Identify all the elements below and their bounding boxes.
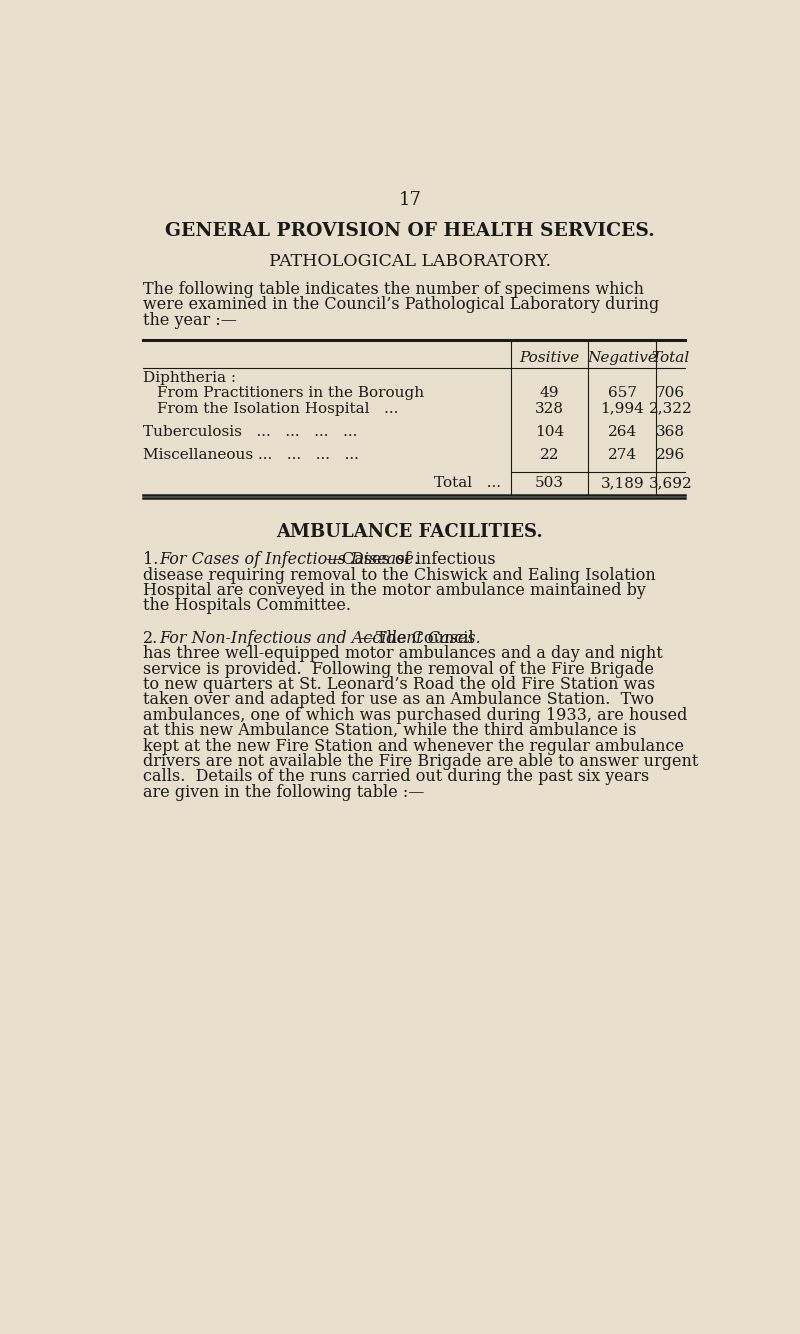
Text: kept at the new Fire Station and whenever the regular ambulance: kept at the new Fire Station and wheneve… xyxy=(142,738,684,755)
Text: 1.: 1. xyxy=(142,551,158,568)
Text: 2,322: 2,322 xyxy=(649,402,693,416)
Text: 22: 22 xyxy=(540,448,559,462)
Text: 274: 274 xyxy=(608,448,637,462)
Text: to new quarters at St. Leonard’s Road the old Fire Station was: to new quarters at St. Leonard’s Road th… xyxy=(142,676,654,692)
Text: The following table indicates the number of specimens which: The following table indicates the number… xyxy=(142,281,644,297)
Text: 1,994: 1,994 xyxy=(601,402,644,416)
Text: Miscellaneous ...   ...   ...   ...: Miscellaneous ... ... ... ... xyxy=(142,448,358,462)
Text: 657: 657 xyxy=(608,386,637,400)
Text: Tuberculosis   ...   ...   ...   ...: Tuberculosis ... ... ... ... xyxy=(142,426,357,439)
Text: 104: 104 xyxy=(535,426,564,439)
Text: the Hospitals Committee.: the Hospitals Committee. xyxy=(142,598,350,615)
Text: GENERAL PROVISION OF HEALTH SERVICES.: GENERAL PROVISION OF HEALTH SERVICES. xyxy=(165,221,655,240)
Text: 503: 503 xyxy=(535,476,564,491)
Text: taken over and adapted for use as an Ambulance Station.  Two: taken over and adapted for use as an Amb… xyxy=(142,691,654,708)
Text: 17: 17 xyxy=(398,191,422,209)
Text: 328: 328 xyxy=(535,402,564,416)
Text: Positive: Positive xyxy=(519,351,579,366)
Text: were examined in the Council’s Pathological Laboratory during: were examined in the Council’s Pathologi… xyxy=(142,296,659,313)
Text: 368: 368 xyxy=(656,426,686,439)
Text: at this new Ambulance Station, while the third ambulance is: at this new Ambulance Station, while the… xyxy=(142,722,636,739)
Text: service is provided.  Following the removal of the Fire Brigade: service is provided. Following the remov… xyxy=(142,660,654,678)
Text: drivers are not available the Fire Brigade are able to answer urgent: drivers are not available the Fire Briga… xyxy=(142,752,698,770)
Text: are given in the following table :—: are given in the following table :— xyxy=(142,784,424,800)
Text: PATHOLOGICAL LABORATORY.: PATHOLOGICAL LABORATORY. xyxy=(269,253,551,271)
Text: 3,189: 3,189 xyxy=(601,476,644,491)
Text: From the Isolation Hospital   ...: From the Isolation Hospital ... xyxy=(157,402,398,416)
Text: —The Council: —The Council xyxy=(360,630,474,647)
Text: For Non-Infectious and Accident Cases.: For Non-Infectious and Accident Cases. xyxy=(160,630,482,647)
Text: 3,692: 3,692 xyxy=(649,476,693,491)
Text: 264: 264 xyxy=(608,426,637,439)
Text: 296: 296 xyxy=(656,448,686,462)
Text: 49: 49 xyxy=(540,386,559,400)
Text: has three well-equipped motor ambulances and a day and night: has three well-equipped motor ambulances… xyxy=(142,646,662,662)
Text: Hospital are conveyed in the motor ambulance maintained by: Hospital are conveyed in the motor ambul… xyxy=(142,582,646,599)
Text: Total   ...: Total ... xyxy=(434,476,502,491)
Text: AMBULANCE FACILITIES.: AMBULANCE FACILITIES. xyxy=(277,523,543,542)
Text: disease requiring removal to the Chiswick and Ealing Isolation: disease requiring removal to the Chiswic… xyxy=(142,567,655,583)
Text: ambulances, one of which was purchased during 1933, are housed: ambulances, one of which was purchased d… xyxy=(142,707,687,724)
Text: 2.: 2. xyxy=(142,630,158,647)
Text: Negative: Negative xyxy=(587,351,658,366)
Text: —Cases of infectious: —Cases of infectious xyxy=(326,551,496,568)
Text: the year :—: the year :— xyxy=(142,312,237,328)
Text: calls.  Details of the runs carried out during the past six years: calls. Details of the runs carried out d… xyxy=(142,768,649,786)
Text: Total: Total xyxy=(652,351,690,366)
Text: 706: 706 xyxy=(656,386,686,400)
Text: Diphtheria :: Diphtheria : xyxy=(142,371,236,386)
Text: From Practitioners in the Borough: From Practitioners in the Borough xyxy=(157,386,424,400)
Text: For Cases of Infectious Disease.: For Cases of Infectious Disease. xyxy=(160,551,420,568)
